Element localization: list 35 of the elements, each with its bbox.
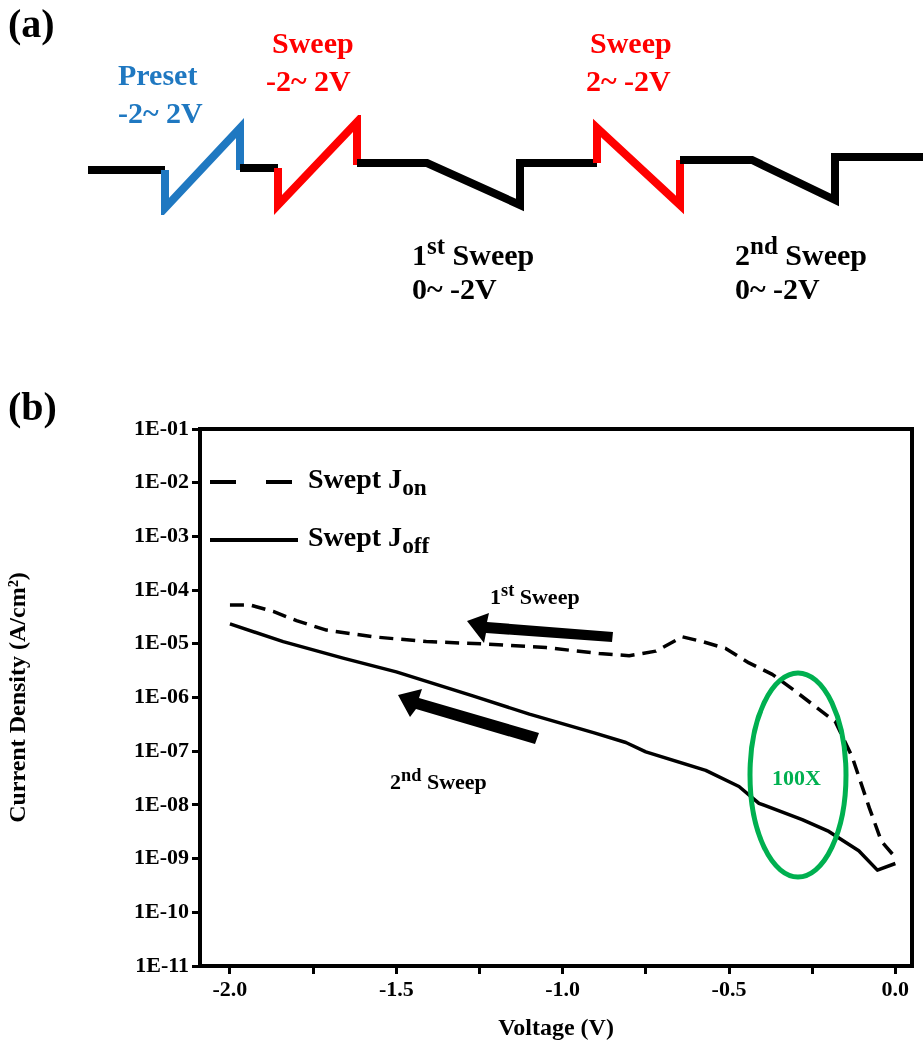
y-tick-label: 1E-05	[134, 629, 189, 655]
text: 2~ -2V	[586, 64, 671, 98]
y-tick-label: 1E-06	[134, 683, 189, 709]
y-tick-label: 1E-09	[134, 844, 189, 870]
text: -2~ 2V	[266, 64, 351, 98]
y-tick-label: 1E-01	[134, 414, 189, 440]
x-tick-label: -1.5	[378, 975, 414, 1001]
chart-title: (b)	[8, 383, 57, 430]
x-axis-title: Voltage (V)	[498, 1013, 614, 1040]
y-axis-title: Current Density (A/cm²)	[3, 572, 30, 823]
y-tick-label: 1E-03	[134, 522, 189, 548]
legend-label: Swept J$_{off}$	[308, 521, 430, 559]
annotation: 100X	[772, 765, 821, 791]
text: 1$^{st}$ Sweep	[412, 232, 535, 272]
x-tick-label: 0.0	[881, 975, 910, 1001]
annotation: 1$^{st}$ Sweep	[490, 580, 580, 611]
x-tick-label: -0.5	[711, 975, 747, 1001]
annotation: 2$^{nd}$ Sweep	[390, 765, 487, 796]
text: 2$^{nd}$ Sweep	[735, 232, 867, 272]
y-tick-label: 1E-02	[134, 468, 189, 494]
text: Preset	[118, 58, 198, 92]
text: (a)	[8, 0, 55, 47]
text: 0~ -2V	[412, 272, 497, 306]
text: Sweep	[590, 26, 672, 60]
text: -2~ 2V	[118, 96, 203, 130]
y-tick-label: 1E-04	[134, 575, 189, 601]
y-tick-label: 1E-08	[134, 790, 189, 816]
legend-label: Swept J$_{on}$	[308, 463, 427, 501]
text: Sweep	[272, 26, 354, 60]
text: 0~ -2V	[735, 272, 820, 306]
x-tick-label: -1.0	[545, 975, 581, 1001]
y-tick-label: 1E-11	[135, 951, 189, 977]
x-tick-label: -2.0	[212, 975, 248, 1001]
y-tick-label: 1E-10	[134, 897, 189, 923]
y-tick-label: 1E-07	[134, 736, 189, 762]
